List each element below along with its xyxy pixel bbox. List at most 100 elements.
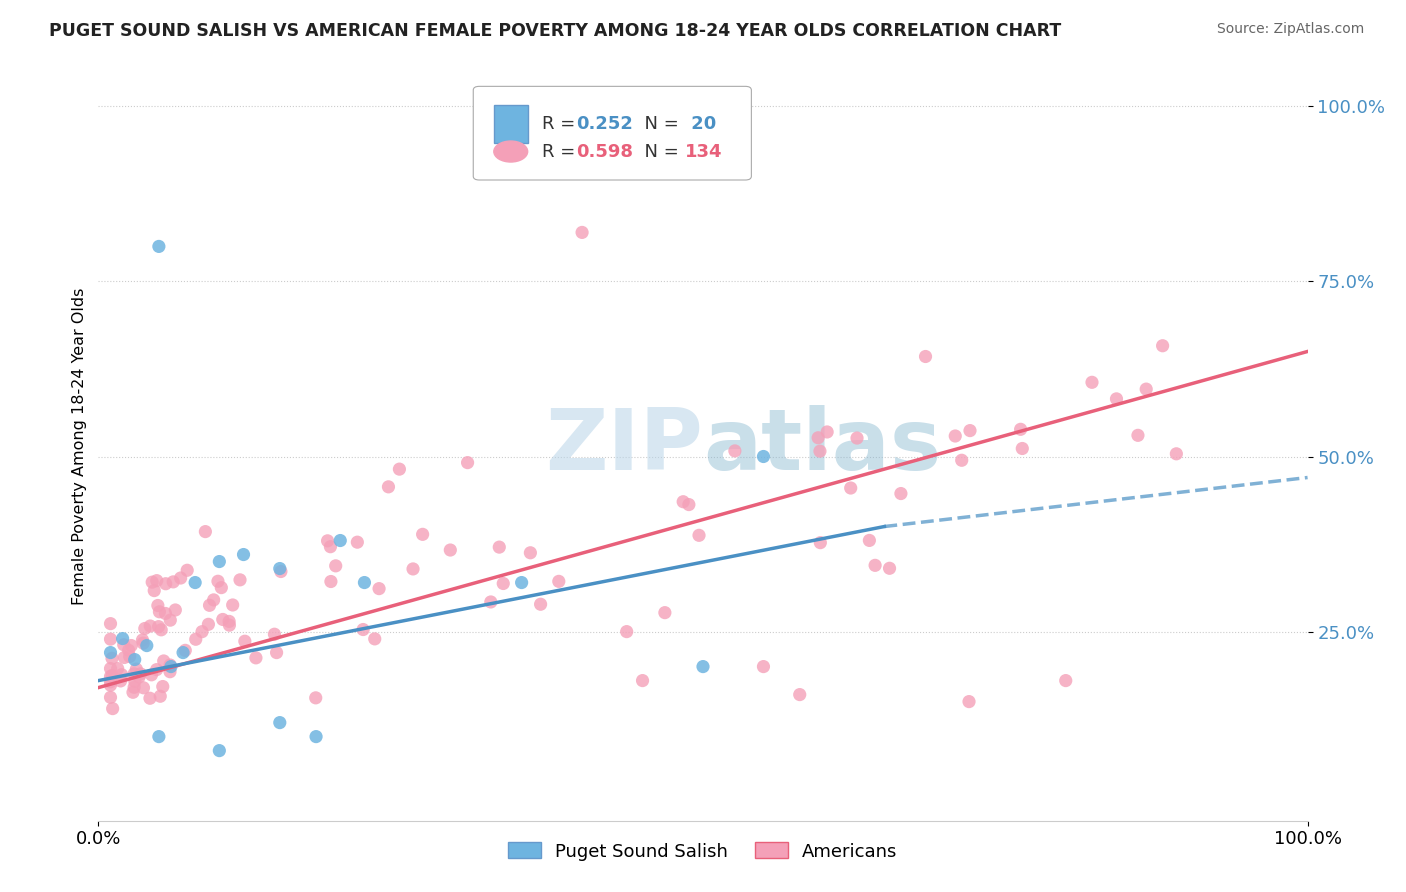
Point <box>100 616 122 631</box>
Point <box>101 668 124 682</box>
Point <box>377 480 399 494</box>
Point <box>752 659 775 673</box>
FancyBboxPatch shape <box>474 87 751 180</box>
Point <box>233 634 256 648</box>
Point <box>688 528 710 542</box>
Point <box>529 597 551 611</box>
Point <box>112 638 135 652</box>
Legend: Puget Sound Salish, Americans: Puget Sound Salish, Americans <box>501 835 905 868</box>
Point <box>218 615 240 629</box>
Point <box>122 685 145 699</box>
Point <box>110 673 132 688</box>
Point <box>316 533 339 548</box>
Point <box>1152 339 1174 353</box>
Point <box>118 649 141 664</box>
Point <box>266 646 288 660</box>
Point <box>122 666 145 681</box>
Point <box>571 226 593 240</box>
Point <box>100 674 122 689</box>
Text: atlas: atlas <box>703 404 941 488</box>
Point <box>858 533 880 548</box>
Point <box>839 481 862 495</box>
Point <box>269 561 291 575</box>
Point <box>808 535 831 549</box>
Point <box>959 424 981 438</box>
Text: R =: R = <box>543 115 581 133</box>
Point <box>146 599 169 613</box>
Point <box>145 663 167 677</box>
Point <box>184 632 207 647</box>
Point <box>325 558 347 573</box>
Point <box>124 674 146 689</box>
Point <box>149 690 172 704</box>
Point <box>208 743 231 757</box>
Text: 0.252: 0.252 <box>576 115 633 133</box>
Text: 20: 20 <box>685 115 716 133</box>
Point <box>245 650 267 665</box>
Point <box>488 540 510 554</box>
Point <box>162 574 184 589</box>
Point <box>368 582 391 596</box>
Point <box>100 669 122 683</box>
Point <box>191 624 214 639</box>
Point <box>159 665 181 679</box>
Point <box>148 620 170 634</box>
Point <box>353 575 375 590</box>
Point <box>150 623 173 637</box>
Point <box>208 555 231 569</box>
Point <box>132 681 155 695</box>
Point <box>1010 422 1032 436</box>
Point <box>128 670 150 684</box>
Point <box>510 575 533 590</box>
Point <box>863 558 886 573</box>
Point <box>218 618 240 632</box>
Point <box>174 643 197 657</box>
Point <box>1081 376 1104 390</box>
Point <box>100 632 122 647</box>
Point <box>101 701 124 715</box>
Text: ZIP: ZIP <box>546 404 703 488</box>
Point <box>890 486 912 500</box>
Point <box>160 659 183 673</box>
Point <box>124 652 146 666</box>
Text: R =: R = <box>543 143 581 161</box>
Point <box>159 658 181 673</box>
Point <box>672 494 695 508</box>
Point <box>815 425 838 439</box>
Point <box>479 595 502 609</box>
Point <box>943 429 966 443</box>
Point <box>808 444 831 458</box>
Point <box>221 598 243 612</box>
Point <box>194 524 217 539</box>
Point <box>957 695 980 709</box>
Point <box>139 619 162 633</box>
Point <box>269 715 291 730</box>
Point <box>100 662 122 676</box>
Point <box>692 659 714 673</box>
Point <box>131 632 153 647</box>
Point <box>125 662 148 676</box>
Point <box>678 498 700 512</box>
Point <box>159 613 181 627</box>
Point <box>879 561 901 575</box>
Point <box>232 548 254 562</box>
Point <box>1105 392 1128 406</box>
Point <box>148 605 170 619</box>
Point <box>789 688 811 702</box>
Point <box>914 350 936 364</box>
Point <box>111 632 134 646</box>
Point <box>145 574 167 588</box>
Point <box>176 563 198 577</box>
Point <box>120 639 142 653</box>
Point <box>211 612 233 626</box>
Text: PUGET SOUND SALISH VS AMERICAN FEMALE POVERTY AMONG 18-24 YEAR OLDS CORRELATION : PUGET SOUND SALISH VS AMERICAN FEMALE PO… <box>49 22 1062 40</box>
Point <box>1166 447 1188 461</box>
Point <box>1011 442 1033 456</box>
Point <box>184 575 207 590</box>
Point <box>139 691 162 706</box>
Point <box>364 632 387 646</box>
Point <box>169 571 191 585</box>
Point <box>135 639 157 653</box>
Point <box>950 453 973 467</box>
Point <box>457 456 479 470</box>
